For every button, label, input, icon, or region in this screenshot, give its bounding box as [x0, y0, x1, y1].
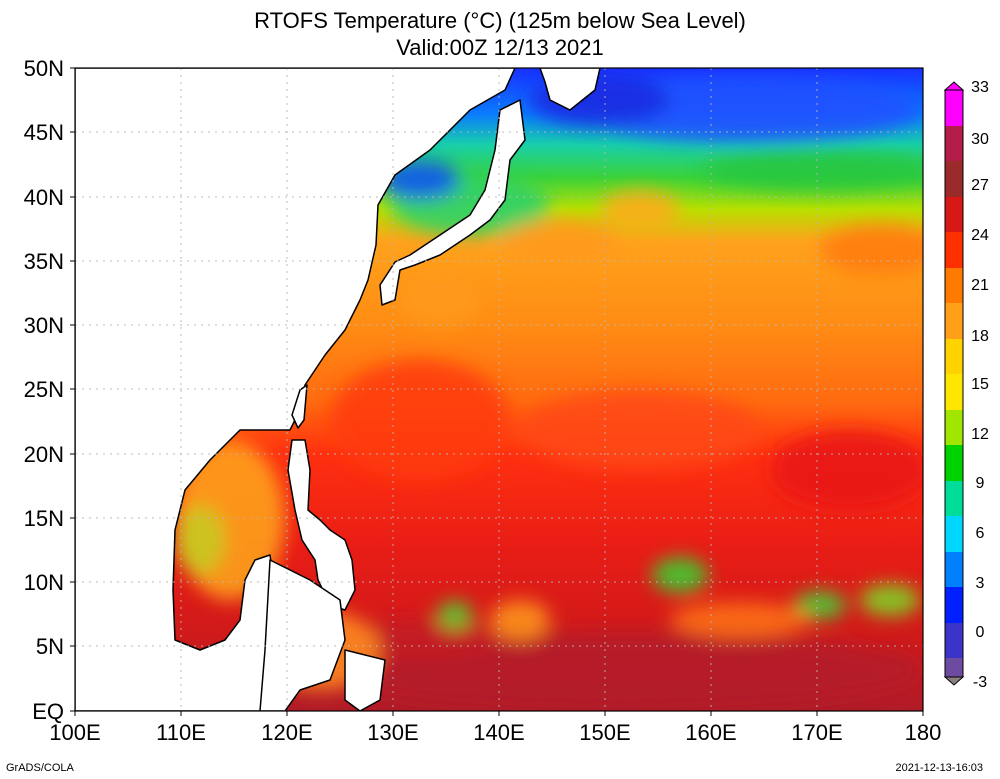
colorbar-label: 30 [971, 131, 989, 148]
colorbar-label: 3 [976, 575, 985, 592]
lon-label: 150E [579, 720, 630, 745]
lon-label: 100E [49, 720, 100, 745]
lat-label: 35N [24, 249, 64, 274]
lon-label: 160E [685, 720, 736, 745]
map-title: RTOFS Temperature (°C) (125m below Sea L… [254, 8, 746, 33]
lon-label: 120E [261, 720, 312, 745]
colorbar-label: -3 [973, 674, 987, 691]
lat-label: 50N [24, 56, 64, 81]
colorbar-label: 6 [976, 525, 985, 542]
lon-label: 110E [156, 720, 206, 745]
lat-label: EQ [32, 699, 64, 724]
lon-label: 170E [791, 720, 842, 745]
colorbar-label: 18 [971, 328, 989, 345]
colorbar-label: 27 [971, 177, 989, 194]
lon-label: 130E [367, 720, 418, 745]
lon-label: 140E [473, 720, 524, 745]
lat-label: 25N [24, 377, 64, 402]
map-subtitle: Valid:00Z 12/13 2021 [396, 35, 604, 60]
colorbar-label: 15 [971, 376, 989, 393]
lat-label: 45N [24, 120, 64, 145]
lat-label: 20N [24, 442, 64, 467]
lat-label: 30N [24, 313, 64, 338]
footer-credit: GrADS/COLA [6, 762, 74, 774]
lat-label: 40N [24, 185, 64, 210]
colorbar-label: 9 [976, 475, 985, 492]
lat-label: 15N [24, 506, 64, 531]
lat-label: 10N [24, 570, 64, 595]
lon-label: 180 [905, 720, 942, 745]
colorbar-label: 0 [976, 624, 985, 641]
lat-label: 5N [36, 634, 64, 659]
colorbar-label: 33 [971, 79, 989, 96]
colorbar-label: 12 [971, 426, 989, 443]
colorbar [943, 81, 965, 686]
footer-timestamp: 2021-12-13-16:03 [895, 762, 983, 774]
colorbar-label: 24 [971, 227, 989, 244]
ocean-field [75, 68, 923, 711]
colorbar-label: 21 [971, 277, 989, 294]
